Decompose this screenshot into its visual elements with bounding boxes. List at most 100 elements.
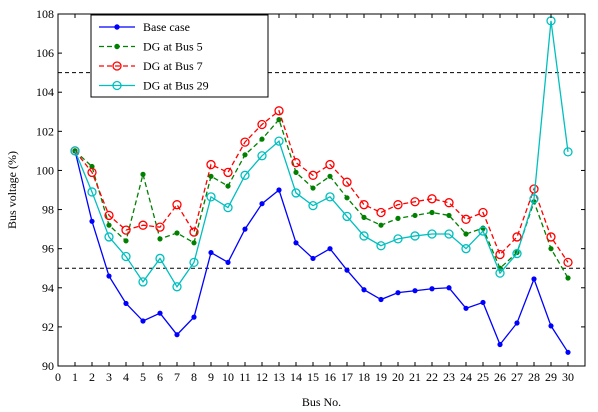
data-point <box>497 341 503 348</box>
y-tick-label: 98 <box>42 203 54 217</box>
data-point <box>565 349 571 355</box>
x-tick-label: 5 <box>140 370 146 384</box>
data-point <box>378 222 384 228</box>
data-point <box>393 200 403 210</box>
x-tick-label: 19 <box>375 370 387 384</box>
y-tick-label: 94 <box>42 281 54 295</box>
x-tick-label: 21 <box>409 370 421 384</box>
data-point <box>325 159 335 170</box>
data-point <box>546 232 556 242</box>
data-point <box>123 238 129 244</box>
legend-marker <box>112 80 122 91</box>
data-point <box>140 171 146 177</box>
data-point <box>427 229 437 239</box>
data-point <box>376 241 386 251</box>
x-tick-label: 14 <box>290 370 302 384</box>
x-tick-label: 11 <box>239 370 251 384</box>
data-point <box>87 167 97 178</box>
data-point <box>140 318 146 324</box>
y-tick-label: 106 <box>36 46 54 60</box>
x-tick-label: 26 <box>494 370 506 384</box>
series-dg-at-bus-7 <box>70 106 573 268</box>
x-tick-label: 0 <box>55 370 61 384</box>
data-point <box>172 282 182 292</box>
series-base-case <box>72 148 571 355</box>
data-point <box>104 210 114 221</box>
x-tick-label: 16 <box>324 370 336 384</box>
data-point <box>376 207 386 218</box>
x-tick-label: 22 <box>426 370 438 384</box>
y-tick-label: 92 <box>42 320 54 334</box>
data-point <box>495 249 505 260</box>
data-point <box>291 157 301 168</box>
y-tick-label: 108 <box>36 7 54 21</box>
data-point <box>293 240 299 246</box>
x-axis-title: Bus No. <box>302 395 341 409</box>
x-tick-label: 4 <box>123 370 129 384</box>
data-point <box>291 188 301 198</box>
data-point <box>531 276 537 282</box>
data-point <box>191 314 197 320</box>
data-point <box>310 255 316 262</box>
series-line <box>74 20 569 288</box>
data-point <box>565 275 571 281</box>
series-line <box>74 109 569 263</box>
data-point <box>463 231 469 237</box>
data-point <box>563 257 573 268</box>
x-tick-label: 7 <box>174 370 180 384</box>
data-point <box>327 173 333 179</box>
legend-label: DG at Bus 5 <box>143 40 203 54</box>
data-point <box>395 215 401 221</box>
data-point <box>327 246 333 252</box>
data-point <box>106 222 112 228</box>
data-point <box>359 200 369 210</box>
x-tick-label: 8 <box>191 370 197 384</box>
y-tick-label: 90 <box>42 359 54 373</box>
data-point <box>344 195 350 201</box>
data-point <box>310 185 316 191</box>
data-point <box>157 310 163 316</box>
data-point <box>155 222 165 232</box>
data-point <box>208 249 214 256</box>
data-point <box>444 229 454 239</box>
data-point <box>429 209 435 216</box>
series-line <box>74 150 569 353</box>
data-point <box>325 192 335 202</box>
x-tick-label: 20 <box>392 370 404 384</box>
series-dg-at-bus-29 <box>70 16 573 292</box>
data-point <box>157 236 163 242</box>
data-point <box>242 152 248 158</box>
x-tick-label: 25 <box>477 370 489 384</box>
data-point <box>342 177 352 187</box>
x-tick-label: 28 <box>528 370 540 384</box>
data-point <box>240 170 250 180</box>
data-point <box>138 277 148 287</box>
data-point <box>172 200 182 210</box>
data-point <box>461 214 471 224</box>
data-point <box>276 187 282 193</box>
data-point <box>223 167 233 178</box>
y-tick-label: 102 <box>36 124 54 138</box>
x-tick-label: 10 <box>222 370 234 384</box>
data-point <box>495 268 505 278</box>
x-tick-label: 17 <box>341 370 353 384</box>
x-tick-label: 30 <box>562 370 574 384</box>
axes-layer: 0 1 2 3 4 5 6 7 8 9 10 11 12 13 14 15 16 17 18 19 20 21 22 23 24… <box>36 7 585 384</box>
data-point <box>121 225 131 235</box>
y-tick-label: 104 <box>36 85 54 99</box>
data-point <box>225 183 231 189</box>
data-point <box>378 296 384 303</box>
series-layer <box>70 16 573 355</box>
x-tick-label: 13 <box>273 370 285 384</box>
data-point <box>342 211 352 222</box>
data-point <box>155 253 165 264</box>
data-point <box>121 251 131 262</box>
data-point <box>123 300 129 307</box>
x-tick-label: 12 <box>256 370 268 384</box>
data-point <box>174 230 180 236</box>
data-point <box>410 197 420 207</box>
x-tick-label: 9 <box>208 370 214 384</box>
data-point <box>427 194 437 204</box>
